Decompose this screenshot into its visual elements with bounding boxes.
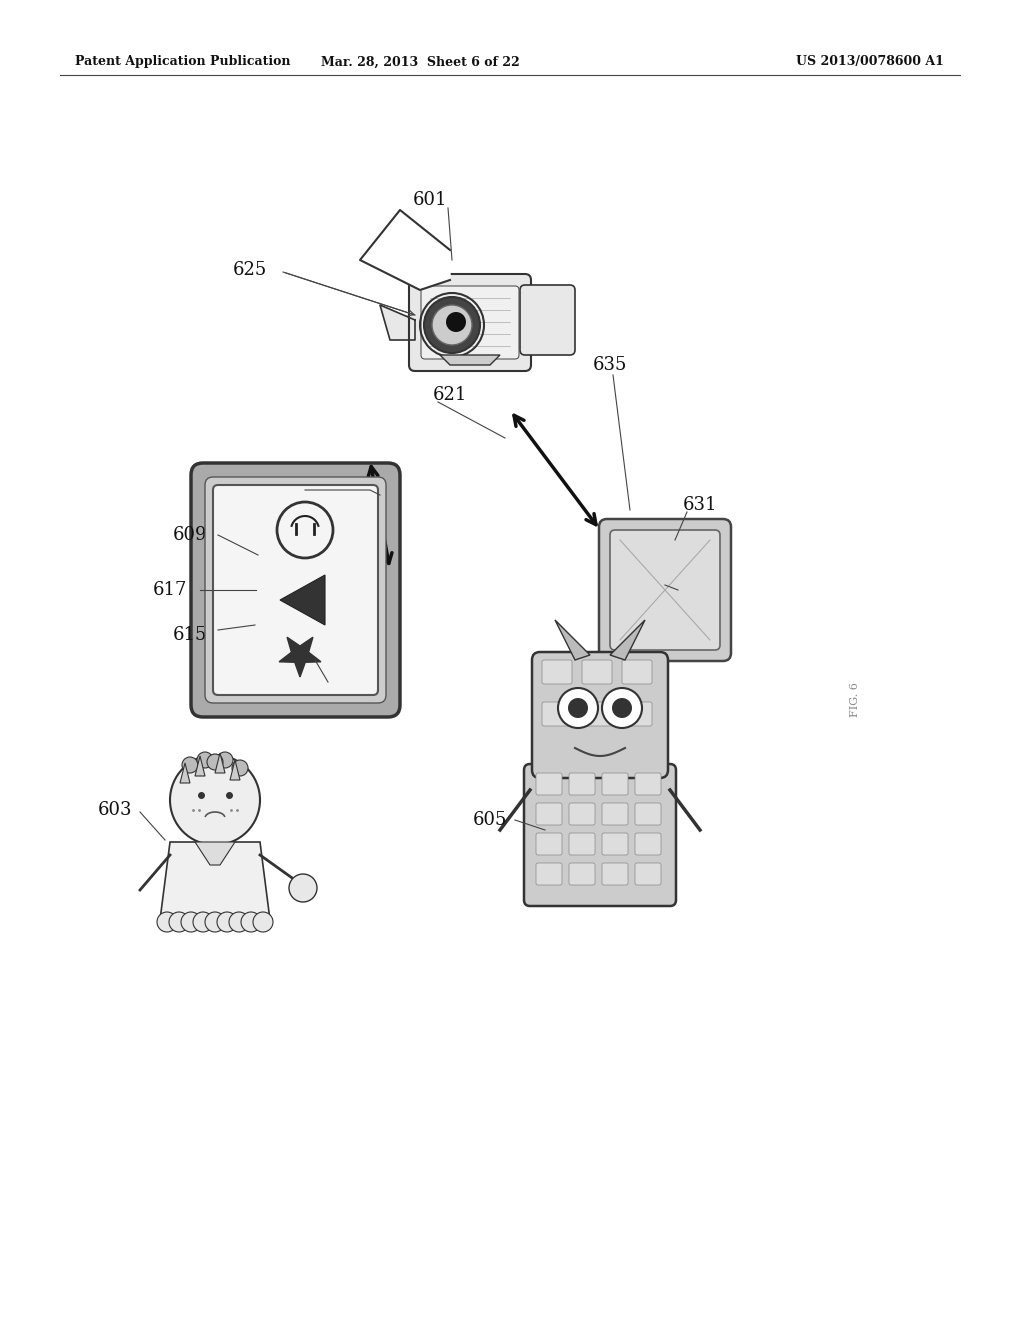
Text: Patent Application Publication: Patent Application Publication — [75, 55, 291, 69]
Circle shape — [217, 912, 237, 932]
Circle shape — [157, 912, 177, 932]
Polygon shape — [195, 842, 234, 865]
FancyBboxPatch shape — [536, 863, 562, 884]
Circle shape — [612, 698, 632, 718]
Circle shape — [289, 874, 317, 902]
Circle shape — [170, 755, 260, 845]
FancyBboxPatch shape — [635, 803, 662, 825]
Polygon shape — [555, 620, 590, 660]
FancyBboxPatch shape — [599, 519, 731, 661]
FancyBboxPatch shape — [602, 803, 628, 825]
FancyBboxPatch shape — [569, 833, 595, 855]
Text: 625: 625 — [232, 261, 267, 279]
Text: 633: 633 — [676, 586, 711, 605]
FancyBboxPatch shape — [542, 702, 572, 726]
FancyBboxPatch shape — [635, 863, 662, 884]
Text: FIG. 6: FIG. 6 — [850, 682, 860, 718]
Text: 617: 617 — [153, 581, 187, 599]
Circle shape — [181, 912, 201, 932]
Circle shape — [558, 688, 598, 729]
Polygon shape — [610, 620, 645, 660]
Text: 601: 601 — [413, 191, 447, 209]
FancyBboxPatch shape — [582, 702, 612, 726]
Circle shape — [568, 698, 588, 718]
Text: 619: 619 — [323, 686, 357, 704]
Circle shape — [602, 688, 642, 729]
FancyBboxPatch shape — [421, 286, 519, 359]
Polygon shape — [195, 756, 205, 776]
Circle shape — [446, 312, 466, 333]
Polygon shape — [180, 763, 190, 783]
Polygon shape — [280, 576, 325, 624]
FancyBboxPatch shape — [622, 702, 652, 726]
Circle shape — [241, 912, 261, 932]
Circle shape — [197, 752, 213, 768]
FancyBboxPatch shape — [569, 774, 595, 795]
Text: 611: 611 — [267, 480, 302, 499]
FancyBboxPatch shape — [602, 774, 628, 795]
FancyBboxPatch shape — [536, 774, 562, 795]
FancyBboxPatch shape — [602, 863, 628, 884]
Text: 615: 615 — [173, 626, 207, 644]
FancyBboxPatch shape — [622, 660, 652, 684]
Polygon shape — [215, 752, 225, 774]
FancyBboxPatch shape — [524, 764, 676, 906]
Circle shape — [207, 754, 223, 770]
FancyBboxPatch shape — [409, 275, 531, 371]
FancyBboxPatch shape — [542, 660, 572, 684]
FancyBboxPatch shape — [213, 484, 378, 696]
FancyBboxPatch shape — [582, 660, 612, 684]
FancyBboxPatch shape — [569, 803, 595, 825]
FancyBboxPatch shape — [532, 652, 668, 777]
Polygon shape — [280, 638, 321, 677]
Text: 631: 631 — [683, 496, 717, 513]
FancyBboxPatch shape — [602, 833, 628, 855]
Text: 621: 621 — [433, 385, 467, 404]
Circle shape — [169, 912, 189, 932]
FancyBboxPatch shape — [520, 285, 575, 355]
Text: Mar. 28, 2013  Sheet 6 of 22: Mar. 28, 2013 Sheet 6 of 22 — [321, 55, 519, 69]
Text: 635: 635 — [593, 356, 627, 374]
Polygon shape — [440, 355, 500, 366]
Polygon shape — [160, 842, 270, 920]
FancyBboxPatch shape — [610, 531, 720, 649]
Polygon shape — [360, 210, 450, 290]
Circle shape — [182, 756, 198, 774]
Polygon shape — [380, 305, 415, 341]
Polygon shape — [230, 760, 240, 780]
Text: US 2013/0078600 A1: US 2013/0078600 A1 — [796, 55, 944, 69]
FancyBboxPatch shape — [569, 863, 595, 884]
Circle shape — [432, 305, 472, 345]
Circle shape — [193, 912, 213, 932]
Circle shape — [229, 912, 249, 932]
Circle shape — [424, 297, 480, 352]
FancyBboxPatch shape — [191, 463, 400, 717]
Circle shape — [232, 760, 248, 776]
Text: 603: 603 — [97, 801, 132, 818]
FancyBboxPatch shape — [536, 833, 562, 855]
Circle shape — [253, 912, 273, 932]
Text: 609: 609 — [173, 525, 207, 544]
FancyBboxPatch shape — [635, 774, 662, 795]
Text: 605: 605 — [473, 810, 507, 829]
Circle shape — [205, 912, 225, 932]
Circle shape — [217, 752, 233, 768]
FancyBboxPatch shape — [205, 477, 386, 704]
FancyBboxPatch shape — [635, 833, 662, 855]
FancyBboxPatch shape — [536, 803, 562, 825]
